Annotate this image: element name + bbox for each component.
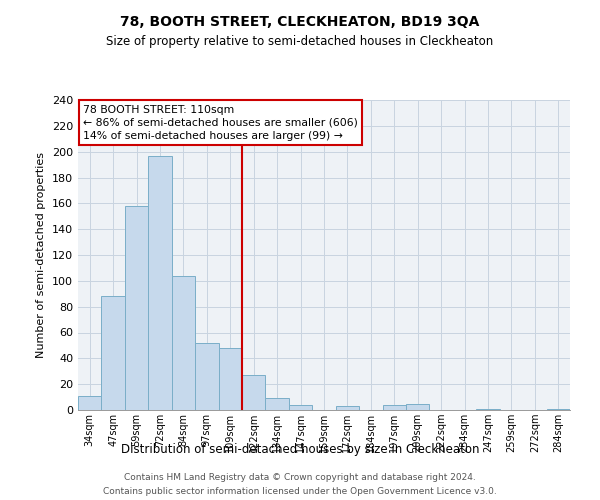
Bar [101,296,125,410]
Bar [265,398,289,410]
Bar [125,206,148,410]
Bar [78,396,101,410]
Bar [242,375,265,410]
Bar [547,408,570,410]
Bar [195,343,218,410]
Text: Contains HM Land Registry data © Crown copyright and database right 2024.: Contains HM Land Registry data © Crown c… [124,472,476,482]
Text: Distribution of semi-detached houses by size in Cleckheaton: Distribution of semi-detached houses by … [121,442,479,456]
Text: Size of property relative to semi-detached houses in Cleckheaton: Size of property relative to semi-detach… [106,35,494,48]
Bar [172,276,195,410]
Bar [148,156,172,410]
Bar [336,406,359,410]
Text: 78 BOOTH STREET: 110sqm
← 86% of semi-detached houses are smaller (606)
14% of s: 78 BOOTH STREET: 110sqm ← 86% of semi-de… [83,104,358,141]
Y-axis label: Number of semi-detached properties: Number of semi-detached properties [37,152,46,358]
Bar [476,408,500,410]
Text: 78, BOOTH STREET, CLECKHEATON, BD19 3QA: 78, BOOTH STREET, CLECKHEATON, BD19 3QA [121,15,479,29]
Text: Contains public sector information licensed under the Open Government Licence v3: Contains public sector information licen… [103,488,497,496]
Bar [289,405,312,410]
Bar [383,405,406,410]
Bar [406,404,430,410]
Bar [218,348,242,410]
